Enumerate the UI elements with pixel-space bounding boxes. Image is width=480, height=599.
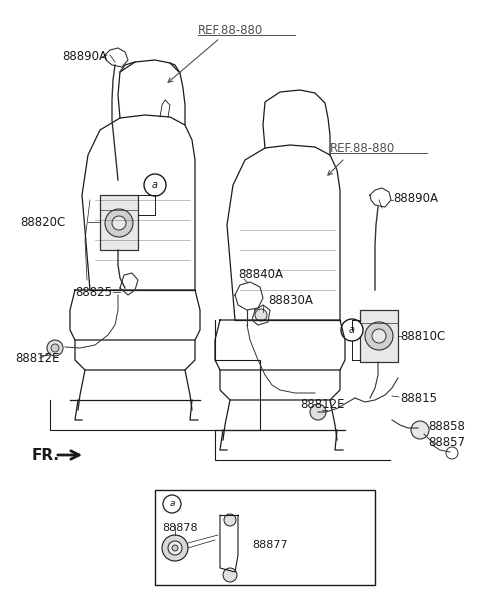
- Text: a: a: [152, 180, 158, 190]
- Circle shape: [112, 216, 126, 230]
- Circle shape: [105, 209, 133, 237]
- Text: 88830A: 88830A: [268, 294, 313, 307]
- Circle shape: [168, 541, 182, 555]
- Circle shape: [172, 545, 178, 551]
- Text: a: a: [169, 500, 175, 509]
- Text: 88858: 88858: [428, 420, 465, 434]
- Circle shape: [310, 404, 326, 420]
- Text: 88890A: 88890A: [393, 192, 438, 204]
- Text: 88820C: 88820C: [20, 216, 65, 228]
- Circle shape: [341, 319, 363, 341]
- Circle shape: [223, 568, 237, 582]
- Bar: [360, 310, 398, 362]
- Text: 88812E: 88812E: [15, 352, 60, 365]
- Text: FR.: FR.: [32, 447, 60, 462]
- Circle shape: [411, 421, 429, 439]
- Circle shape: [372, 329, 386, 343]
- Circle shape: [51, 344, 59, 352]
- Circle shape: [47, 340, 63, 356]
- Text: REF.88-880: REF.88-880: [330, 141, 395, 155]
- Text: 88877: 88877: [252, 540, 288, 550]
- Circle shape: [144, 174, 166, 196]
- Text: 88878: 88878: [162, 523, 198, 533]
- Text: 88815: 88815: [400, 392, 437, 404]
- Text: 88825: 88825: [75, 286, 112, 298]
- Text: 88857: 88857: [428, 437, 465, 449]
- Text: a: a: [349, 325, 355, 335]
- Circle shape: [224, 514, 236, 526]
- Text: 88812E: 88812E: [300, 398, 345, 412]
- Bar: [155, 490, 375, 585]
- Text: 88890A: 88890A: [62, 50, 107, 63]
- Circle shape: [255, 309, 267, 321]
- Circle shape: [162, 535, 188, 561]
- Bar: [100, 195, 138, 250]
- Circle shape: [365, 322, 393, 350]
- Text: 88810C: 88810C: [400, 329, 445, 343]
- Text: 88840A: 88840A: [238, 268, 283, 282]
- Text: REF.88-880: REF.88-880: [198, 23, 263, 37]
- Circle shape: [163, 495, 181, 513]
